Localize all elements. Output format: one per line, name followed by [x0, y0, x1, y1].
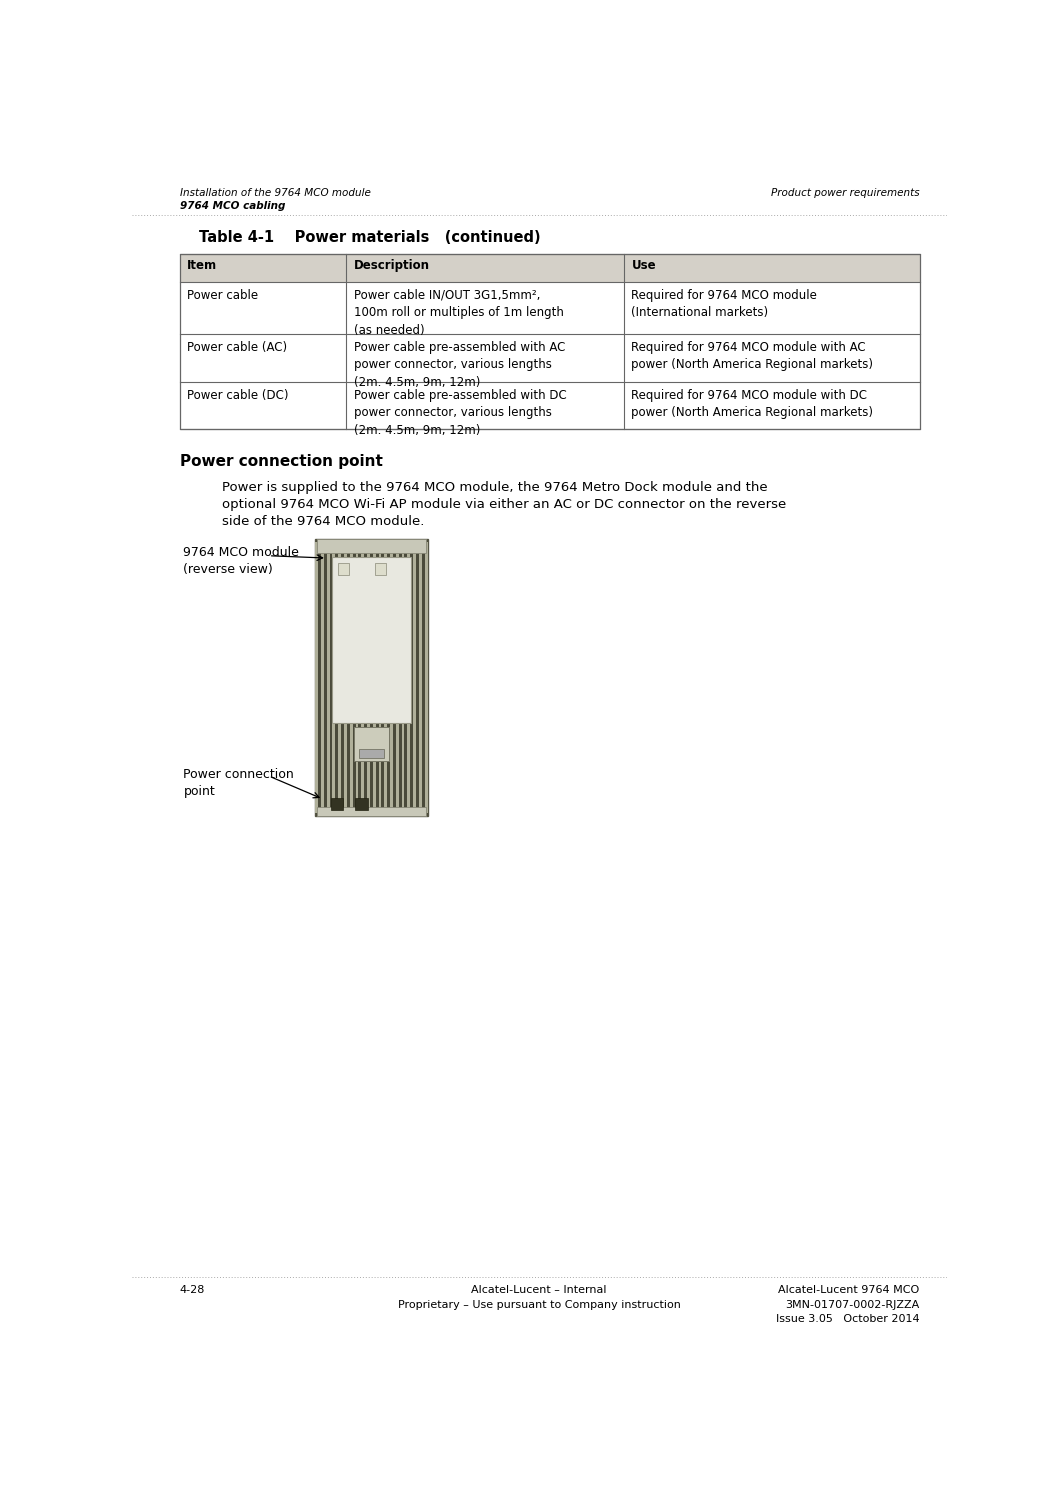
Bar: [425, 541, 427, 813]
Bar: [316, 541, 318, 813]
Text: Power cable pre-assembled with AC
power connector, various lengths
(2m. 4.5m, 9m: Power cable pre-assembled with AC power …: [353, 341, 565, 390]
Bar: [339, 541, 341, 813]
Bar: [396, 541, 399, 813]
Bar: [356, 797, 368, 810]
Text: side of the 9764 MCO module.: side of the 9764 MCO module.: [222, 515, 425, 528]
Text: optional 9764 MCO Wi-Fi AP module via either an AC or DC connector on the revers: optional 9764 MCO Wi-Fi AP module via ei…: [222, 498, 787, 512]
Text: Power cable IN/OUT 3G1,5mm²,
100m roll or multiples of 1m length
(as needed): Power cable IN/OUT 3G1,5mm², 100m roll o…: [353, 288, 564, 336]
Bar: [332, 541, 336, 813]
Bar: [413, 541, 416, 813]
Bar: [356, 541, 359, 813]
Bar: [316, 538, 427, 816]
Bar: [349, 541, 352, 813]
Text: 3MN-01707-0002-RJZZA: 3MN-01707-0002-RJZZA: [786, 1300, 919, 1310]
Bar: [376, 562, 386, 575]
Text: (reverse view): (reverse view): [183, 564, 274, 577]
Text: Power is supplied to the 9764 MCO module, the 9764 Metro Dock module and the: Power is supplied to the 9764 MCO module…: [222, 482, 768, 494]
Bar: [361, 541, 364, 813]
Bar: [180, 382, 919, 430]
Text: 4-28: 4-28: [180, 1285, 205, 1295]
Bar: [353, 727, 389, 761]
Bar: [419, 541, 422, 813]
Bar: [372, 541, 376, 813]
Text: Power cable (DC): Power cable (DC): [187, 388, 289, 401]
Text: Use: Use: [631, 259, 656, 272]
Text: Description: Description: [353, 259, 430, 272]
Text: Power connection: Power connection: [183, 769, 295, 781]
Bar: [330, 797, 343, 810]
Bar: [317, 538, 426, 553]
Bar: [402, 541, 405, 813]
Text: Alcatel-Lucent 9764 MCO: Alcatel-Lucent 9764 MCO: [778, 1285, 919, 1295]
Bar: [344, 541, 347, 813]
Text: 9764 MCO cabling: 9764 MCO cabling: [180, 201, 285, 211]
Text: Product power requirements: Product power requirements: [771, 187, 919, 198]
Text: Installation of the 9764 MCO module: Installation of the 9764 MCO module: [180, 187, 370, 198]
Bar: [332, 556, 410, 723]
Bar: [384, 541, 387, 813]
Text: Table 4-1    Power materials   (continued): Table 4-1 Power materials (continued): [199, 230, 541, 245]
Text: Alcatel-Lucent – Internal: Alcatel-Lucent – Internal: [471, 1285, 607, 1295]
Text: Power cable (AC): Power cable (AC): [187, 341, 287, 354]
Text: 9764 MCO module: 9764 MCO module: [183, 547, 300, 559]
Bar: [180, 254, 919, 281]
Bar: [367, 541, 370, 813]
Bar: [407, 541, 410, 813]
Bar: [390, 541, 393, 813]
Text: Proprietary – Use pursuant to Company instruction: Proprietary – Use pursuant to Company in…: [398, 1300, 681, 1310]
Text: Power connection point: Power connection point: [180, 454, 383, 468]
Bar: [327, 541, 329, 813]
Text: point: point: [183, 785, 216, 799]
Bar: [359, 749, 384, 758]
Bar: [379, 541, 382, 813]
Text: Item: Item: [187, 259, 218, 272]
Text: Required for 9764 MCO module with DC
power (North America Regional markets): Required for 9764 MCO module with DC pow…: [631, 388, 873, 419]
Text: Power cable pre-assembled with DC
power connector, various lengths
(2m. 4.5m, 9m: Power cable pre-assembled with DC power …: [353, 388, 567, 437]
Bar: [317, 807, 426, 816]
Bar: [180, 254, 919, 430]
Text: Required for 9764 MCO module
(International markets): Required for 9764 MCO module (Internatio…: [631, 288, 817, 320]
Bar: [339, 562, 349, 575]
Text: Issue 3.05   October 2014: Issue 3.05 October 2014: [776, 1315, 919, 1325]
Bar: [321, 541, 324, 813]
Bar: [180, 335, 919, 382]
Text: Power cable: Power cable: [187, 288, 259, 302]
Bar: [180, 281, 919, 335]
Text: Required for 9764 MCO module with AC
power (North America Regional markets): Required for 9764 MCO module with AC pow…: [631, 341, 873, 372]
